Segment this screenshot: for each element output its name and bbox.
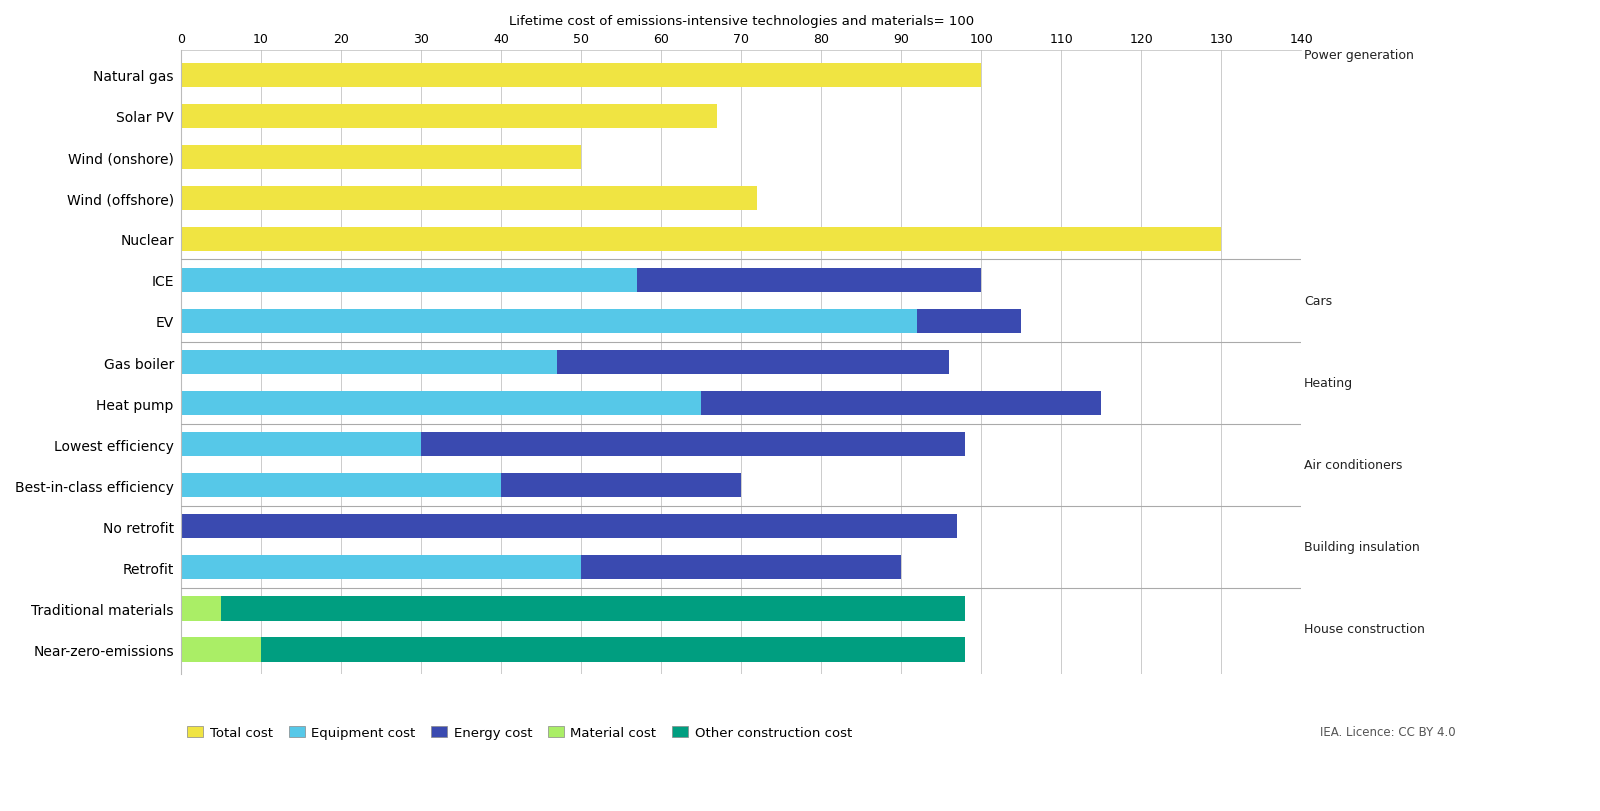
Bar — [181, 227, 1221, 252]
Bar — [181, 145, 581, 170]
Bar — [421, 432, 965, 457]
Bar — [221, 596, 965, 620]
Bar — [581, 556, 901, 580]
Bar — [501, 474, 741, 498]
Bar — [557, 350, 949, 375]
Bar — [637, 268, 981, 293]
Bar — [181, 514, 957, 539]
Text: Building insulation: Building insulation — [1304, 540, 1419, 553]
Bar — [181, 596, 221, 620]
Bar — [181, 432, 421, 457]
Bar — [181, 391, 701, 416]
Bar — [181, 637, 261, 662]
Bar — [181, 63, 981, 88]
Bar — [181, 556, 581, 580]
Bar — [181, 350, 557, 375]
Bar — [181, 105, 717, 129]
Bar — [261, 637, 965, 662]
Bar — [917, 309, 1021, 334]
Bar — [181, 474, 501, 498]
Text: IEA. Licence: CC BY 4.0: IEA. Licence: CC BY 4.0 — [1320, 725, 1456, 738]
Bar — [701, 391, 1101, 416]
Bar — [181, 268, 637, 293]
Bar — [181, 187, 757, 211]
Text: House construction: House construction — [1304, 623, 1426, 636]
Legend: Total cost, Equipment cost, Energy cost, Material cost, Other construction cost: Total cost, Equipment cost, Energy cost,… — [187, 726, 851, 739]
Text: Cars: Cars — [1304, 294, 1333, 307]
Bar — [181, 309, 917, 334]
Text: Heating: Heating — [1304, 376, 1354, 389]
X-axis label: Lifetime cost of emissions-intensive technologies and materials= 100: Lifetime cost of emissions-intensive tec… — [509, 15, 974, 28]
Text: Power generation: Power generation — [1304, 49, 1414, 62]
Text: Air conditioners: Air conditioners — [1304, 458, 1403, 471]
